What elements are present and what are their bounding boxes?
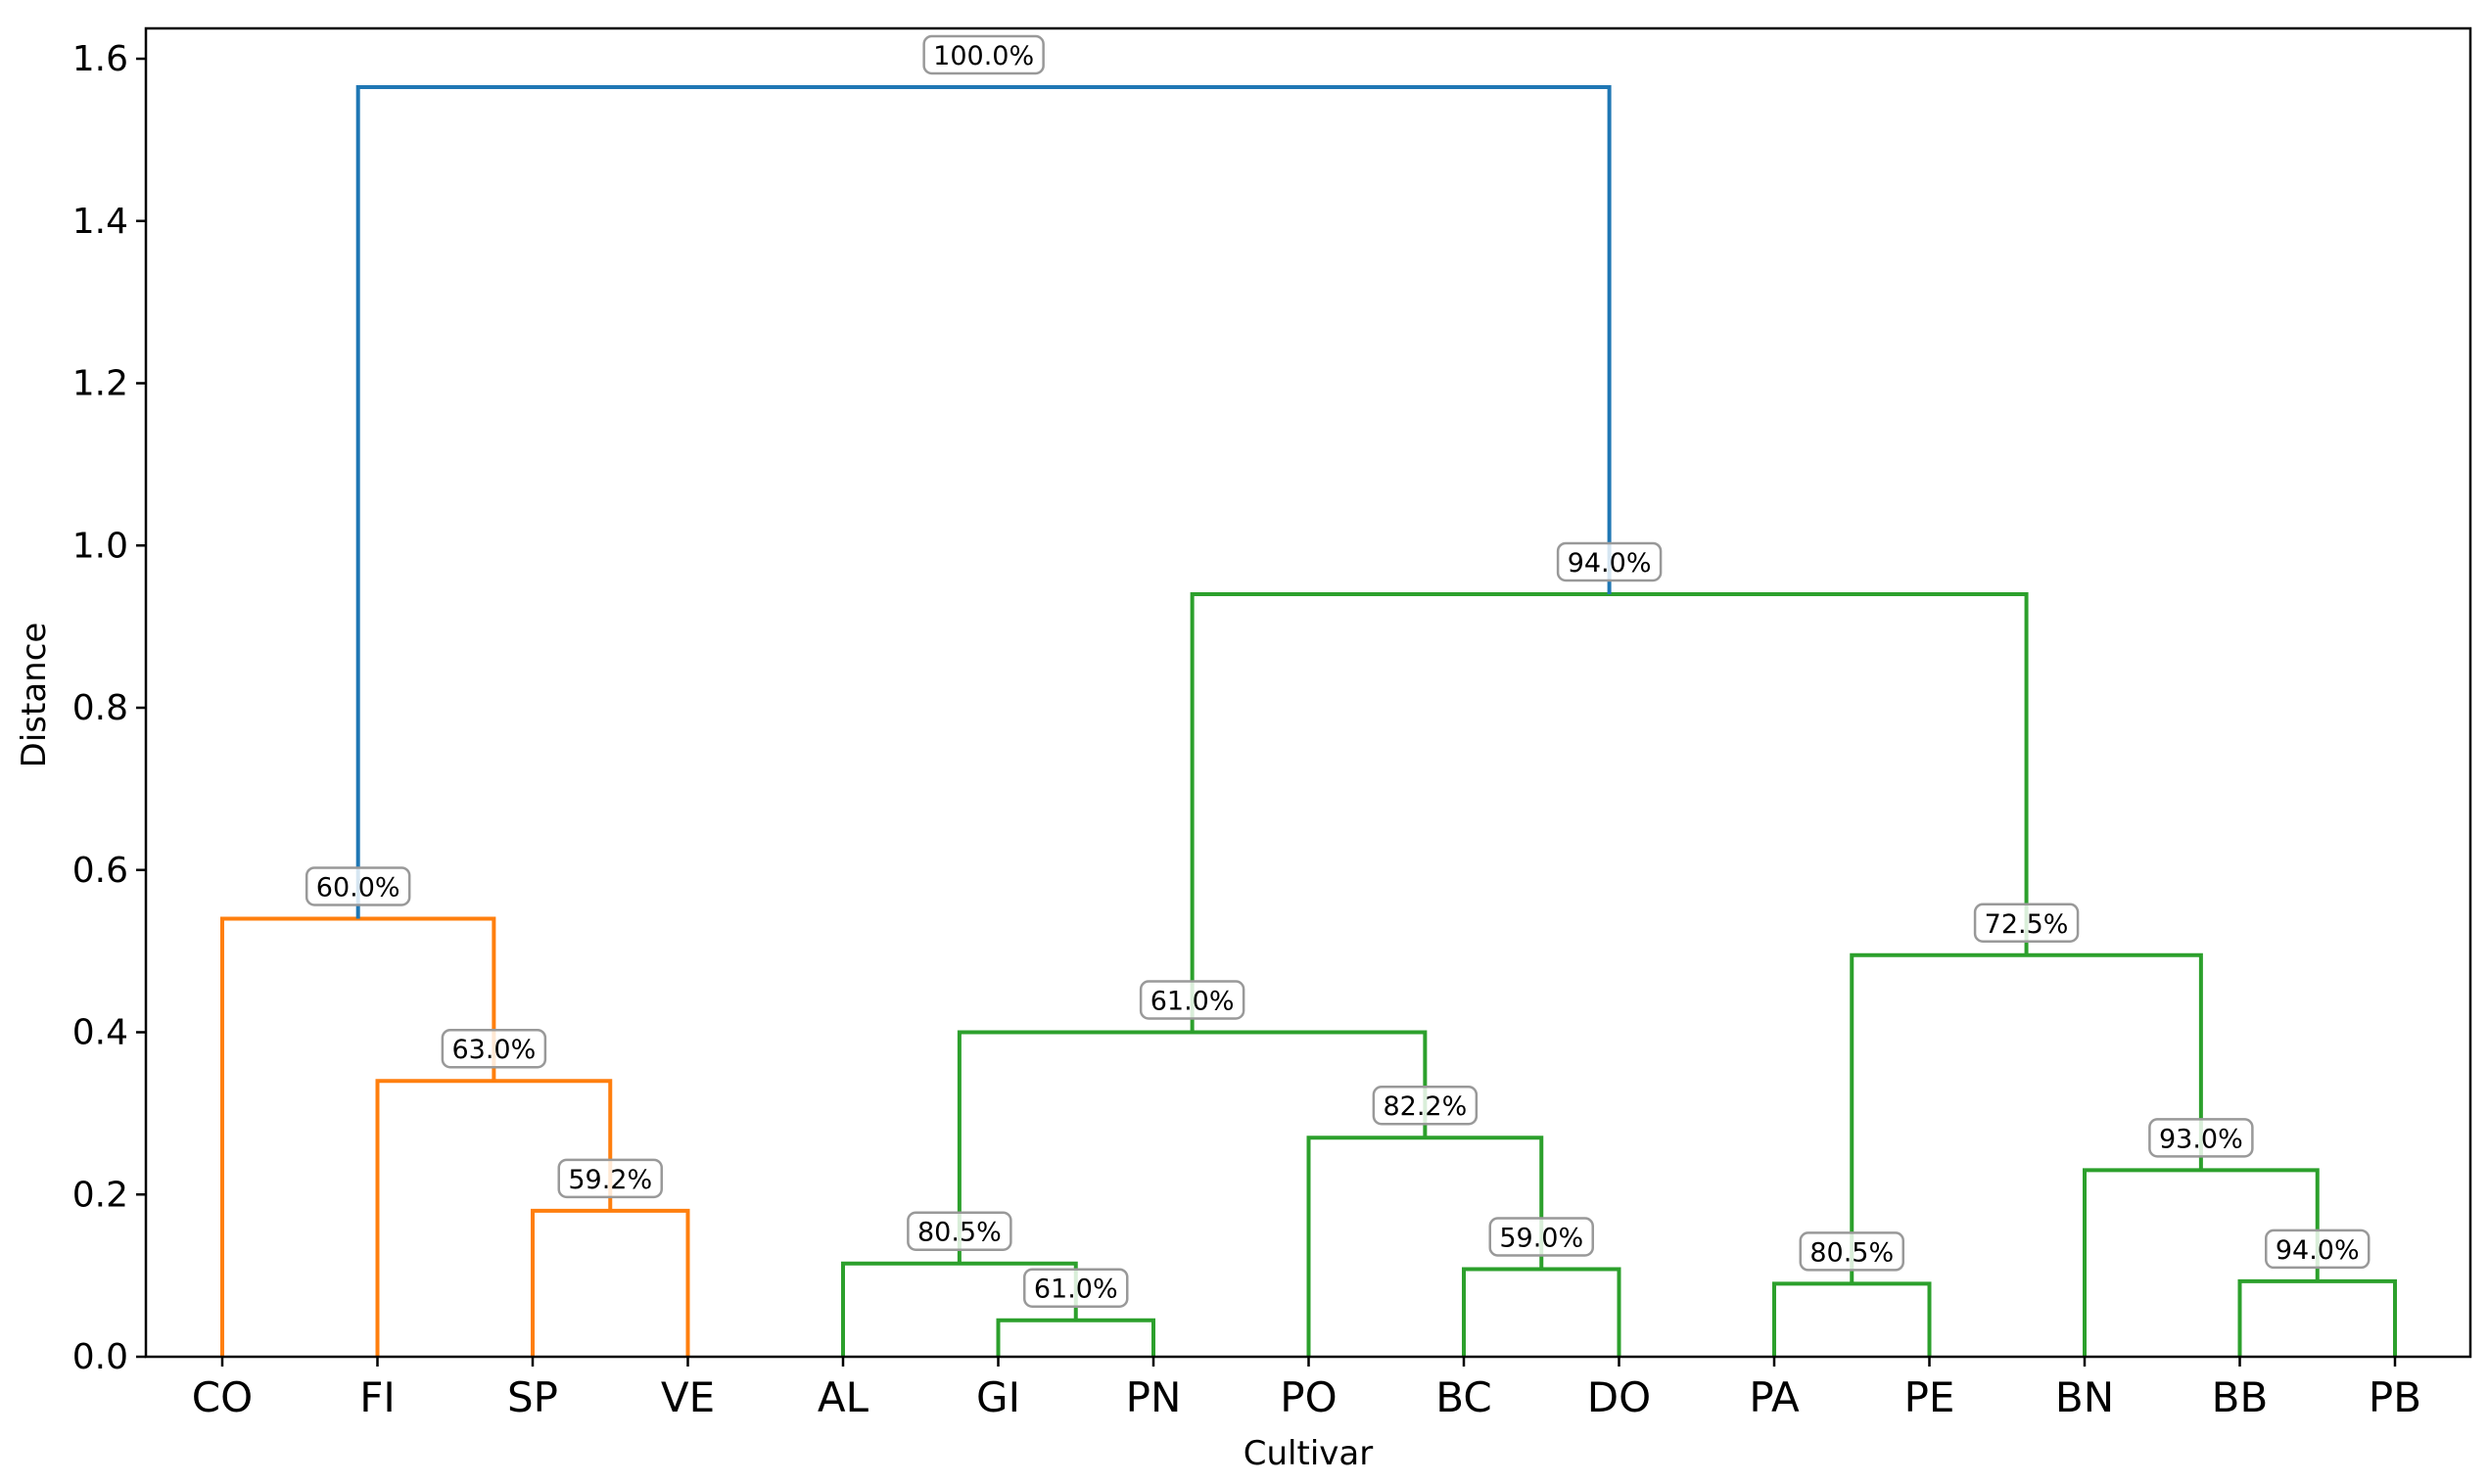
node-label-c2: 63.0% bbox=[441, 1028, 547, 1069]
leaf-label-SP: SP bbox=[507, 1373, 558, 1421]
node-label-text: 94.0% bbox=[2276, 1235, 2360, 1266]
y-tick-label-1: 0.2 bbox=[72, 1175, 128, 1215]
leaf-label-BC: BC bbox=[1435, 1373, 1491, 1421]
link-c11 bbox=[2083, 1168, 2320, 1357]
y-tick-label-0: 0.0 bbox=[72, 1337, 128, 1377]
link-c10 bbox=[2237, 1278, 2397, 1357]
node-label-box bbox=[1556, 541, 1663, 582]
node-label-text: 59.0% bbox=[1499, 1223, 1583, 1253]
link-c14 bbox=[355, 85, 1612, 919]
leaf-label-DO: DO bbox=[1587, 1373, 1651, 1421]
node-label-text: 80.5% bbox=[917, 1218, 1002, 1248]
node-label-box bbox=[305, 866, 411, 906]
node-label-box bbox=[2265, 1229, 2371, 1270]
y-axis-title: Distance bbox=[15, 623, 54, 768]
link-c7 bbox=[1306, 1136, 1544, 1357]
node-label-text: 60.0% bbox=[316, 872, 400, 903]
node-label-text: 80.5% bbox=[1809, 1237, 1894, 1268]
node-label-text: 61.0% bbox=[1150, 987, 1235, 1017]
y-tick-label-7: 1.4 bbox=[72, 202, 128, 242]
node-label-c4: 61.0% bbox=[1023, 1268, 1129, 1308]
node-label-box bbox=[1973, 903, 2080, 944]
leaf-label-BB: BB bbox=[2212, 1373, 2269, 1421]
node-label-box bbox=[922, 34, 1045, 75]
cluster-node-labels: 59.2% 63.0% 60.0% 61.0% 80.5% 59.0% 82.2% 61.0%… bbox=[305, 34, 2371, 1308]
leaf-label-BN: BN bbox=[2055, 1373, 2114, 1421]
y-tick-label-8: 1.6 bbox=[72, 39, 128, 79]
leaf-label-PN: PN bbox=[1126, 1373, 1182, 1421]
node-label-box bbox=[1488, 1217, 1594, 1257]
link-c4 bbox=[996, 1318, 1155, 1357]
y-tick-label-4: 0.8 bbox=[72, 688, 128, 728]
node-label-box bbox=[907, 1211, 1012, 1251]
leaf-label-PA: PA bbox=[1749, 1373, 1800, 1421]
node-label-c13: 94.0% bbox=[1556, 541, 1663, 582]
node-label-text: 93.0% bbox=[2159, 1124, 2243, 1154]
node-label-c12: 72.5% bbox=[1973, 903, 2080, 944]
node-label-box bbox=[557, 1158, 663, 1199]
node-label-box bbox=[1139, 980, 1245, 1020]
leaf-label-AL: AL bbox=[818, 1373, 869, 1421]
leaf-label-CO: CO bbox=[192, 1373, 253, 1421]
y-tick-label-2: 0.4 bbox=[72, 1013, 128, 1053]
leaf-label-PB: PB bbox=[2369, 1373, 2421, 1421]
node-label-text: 59.2% bbox=[568, 1165, 652, 1195]
x-axis-title: Cultivar bbox=[1244, 1434, 1373, 1473]
y-axis: 0.0 0.2 0.4 0.6 0.8 1.0 1.2 1.4 1.6 bbox=[72, 39, 146, 1377]
leaf-label-GI: GI bbox=[976, 1373, 1020, 1421]
leaf-label-VE: VE bbox=[661, 1373, 715, 1421]
node-label-c7: 82.2% bbox=[1372, 1085, 1479, 1126]
node-label-c5: 80.5% bbox=[907, 1211, 1012, 1251]
y-tick-label-6: 1.2 bbox=[72, 364, 128, 404]
node-label-text: 82.2% bbox=[1383, 1091, 1467, 1122]
link-c12 bbox=[1850, 952, 2203, 1284]
node-label-c14: 100.0% bbox=[922, 34, 1045, 75]
leaf-label-FI: FI bbox=[359, 1373, 396, 1421]
x-axis: CO FI SP VE AL GI PN PO BC DO PA PE BN BB PB bbox=[192, 1357, 2421, 1421]
leaf-label-PE: PE bbox=[1904, 1373, 1955, 1421]
node-label-c10: 94.0% bbox=[2265, 1229, 2371, 1270]
node-label-text: 72.5% bbox=[1985, 909, 2069, 940]
node-label-text: 100.0% bbox=[933, 41, 1034, 71]
node-label-box bbox=[2148, 1118, 2254, 1158]
node-label-c8: 61.0% bbox=[1139, 980, 1245, 1020]
node-label-box bbox=[1023, 1268, 1129, 1308]
node-label-box bbox=[1799, 1231, 1904, 1272]
node-label-c6: 59.0% bbox=[1488, 1217, 1594, 1257]
node-label-text: 94.0% bbox=[1568, 548, 1652, 579]
y-tick-label-3: 0.6 bbox=[72, 851, 128, 891]
node-label-c9: 80.5% bbox=[1799, 1231, 1904, 1272]
node-label-box bbox=[441, 1028, 547, 1069]
y-tick-label-5: 1.0 bbox=[72, 526, 128, 566]
dendrogram-links bbox=[220, 85, 2397, 1357]
node-label-c3: 60.0% bbox=[305, 866, 411, 906]
node-label-box bbox=[1372, 1085, 1479, 1126]
node-label-text: 61.0% bbox=[1034, 1275, 1118, 1305]
node-label-c1: 59.2% bbox=[557, 1158, 663, 1199]
node-label-text: 63.0% bbox=[451, 1035, 536, 1065]
node-label-c11: 93.0% bbox=[2148, 1118, 2254, 1158]
leaf-label-PO: PO bbox=[1280, 1373, 1337, 1421]
